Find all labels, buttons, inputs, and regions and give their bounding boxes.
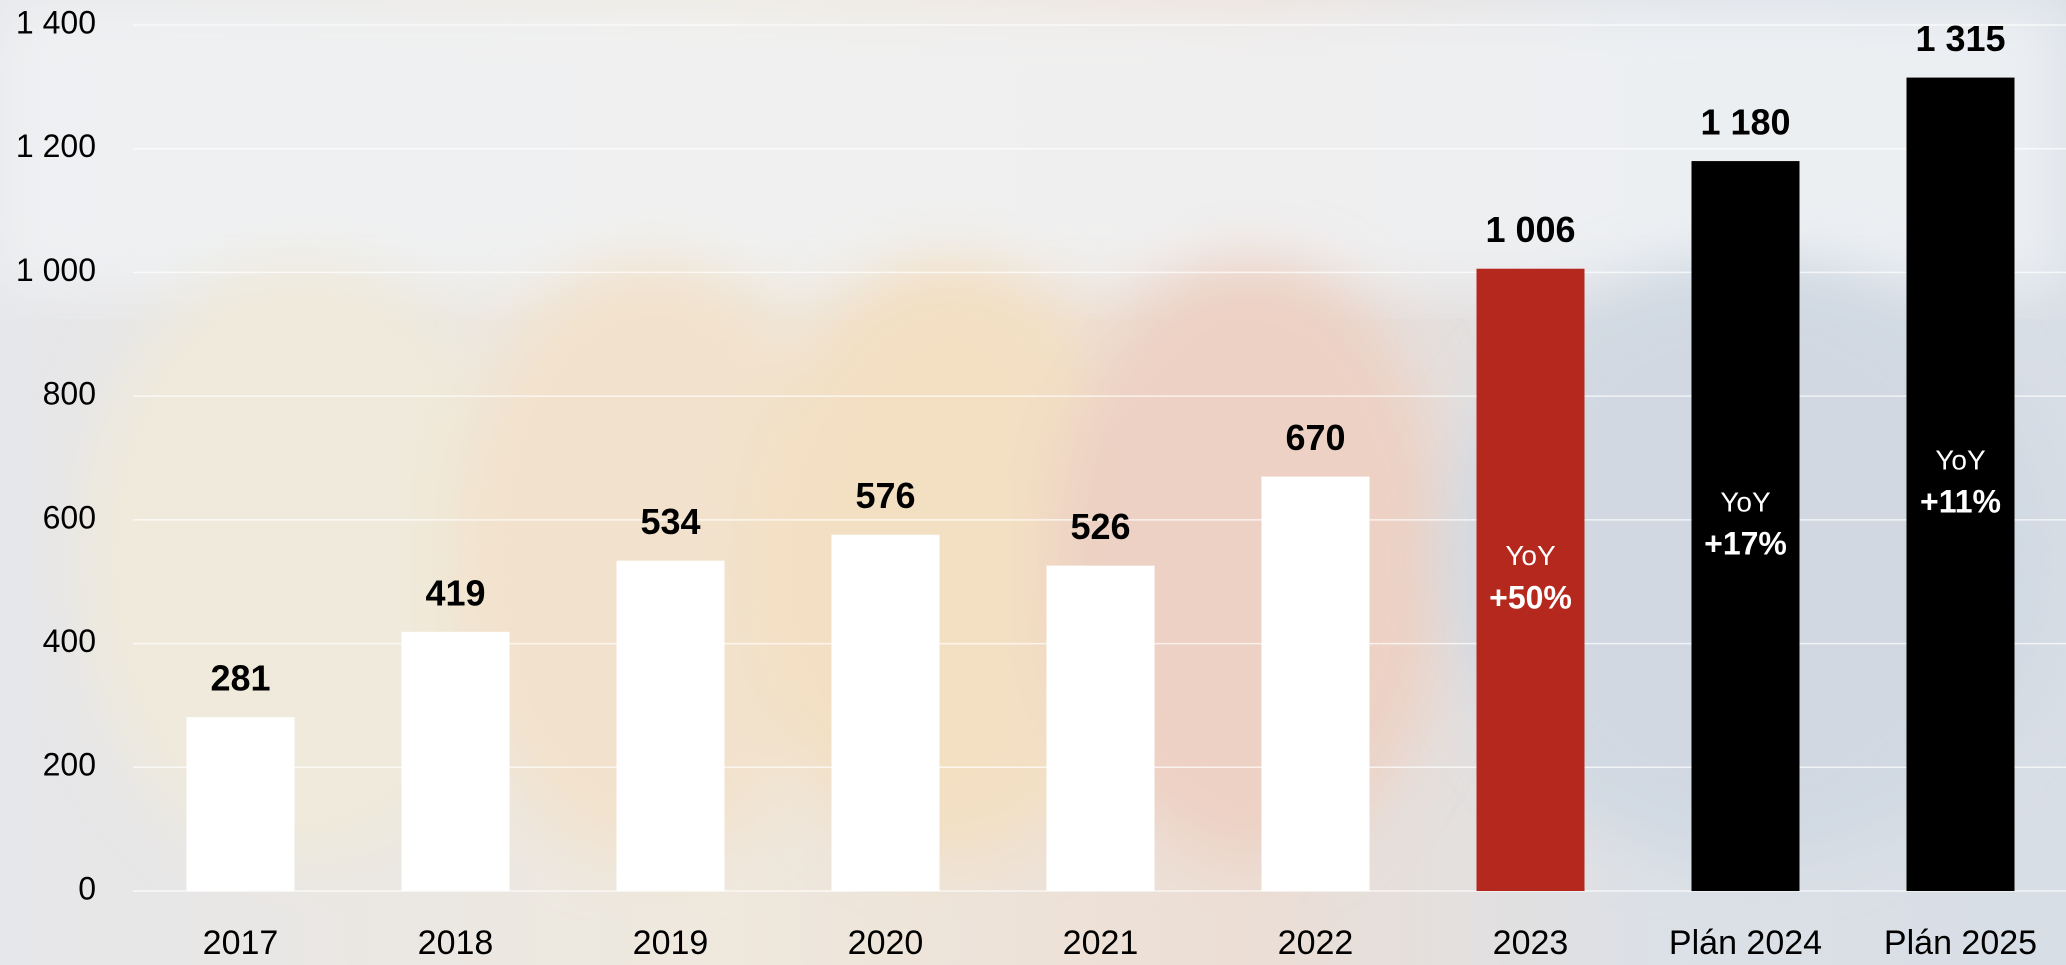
x-tick-label: 2017 bbox=[203, 924, 279, 962]
value-label: 576 bbox=[855, 475, 915, 516]
x-tick-label: 2023 bbox=[1493, 924, 1569, 962]
x-tick-label: Plán 2024 bbox=[1669, 924, 1822, 962]
value-label: 1 006 bbox=[1485, 209, 1575, 250]
bar bbox=[1047, 566, 1155, 891]
value-label: 670 bbox=[1285, 417, 1345, 458]
value-label: 1 180 bbox=[1700, 102, 1790, 143]
yoy-title: YoY bbox=[1720, 486, 1771, 517]
value-label: 281 bbox=[210, 658, 270, 699]
value-label: 526 bbox=[1070, 506, 1130, 547]
bar bbox=[402, 632, 510, 891]
bar bbox=[187, 717, 295, 891]
value-label: 534 bbox=[640, 501, 700, 542]
y-tick-label: 1 000 bbox=[16, 252, 96, 288]
x-tick-label: 2022 bbox=[1278, 924, 1354, 962]
y-tick-label: 0 bbox=[78, 870, 96, 906]
yoy-label: +50% bbox=[1489, 579, 1572, 615]
x-tick-label: 2019 bbox=[633, 924, 709, 962]
value-label: 419 bbox=[425, 572, 485, 613]
y-tick-label: 800 bbox=[43, 376, 96, 412]
value-label: 1 315 bbox=[1915, 18, 2005, 59]
yoy-label: +11% bbox=[1920, 484, 2001, 520]
bar bbox=[832, 535, 940, 891]
yoy-title: YoY bbox=[1505, 540, 1556, 571]
yoy-label: +17% bbox=[1704, 525, 1787, 561]
y-tick-label: 400 bbox=[43, 623, 96, 659]
y-tick-label: 200 bbox=[43, 747, 96, 783]
x-tick-label: 2018 bbox=[418, 924, 494, 962]
page: 0 200 400 600 800 1 000 1 200 1 400 2017 281 2018 4… bbox=[0, 0, 2066, 965]
y-tick-label: 1 200 bbox=[16, 128, 96, 164]
x-tick-label: Plán 2025 bbox=[1884, 924, 2037, 962]
y-tick-label: 1 400 bbox=[16, 4, 96, 40]
bar bbox=[1262, 477, 1370, 891]
y-tick-label: 600 bbox=[43, 499, 96, 535]
bar bbox=[617, 561, 725, 891]
x-tick-label: 2021 bbox=[1063, 924, 1139, 962]
x-tick-label: 2020 bbox=[848, 924, 924, 962]
chart: 0 200 400 600 800 1 000 1 200 1 400 2017 281 2018 4… bbox=[0, 0, 2066, 965]
yoy-title: YoY bbox=[1935, 445, 1986, 476]
